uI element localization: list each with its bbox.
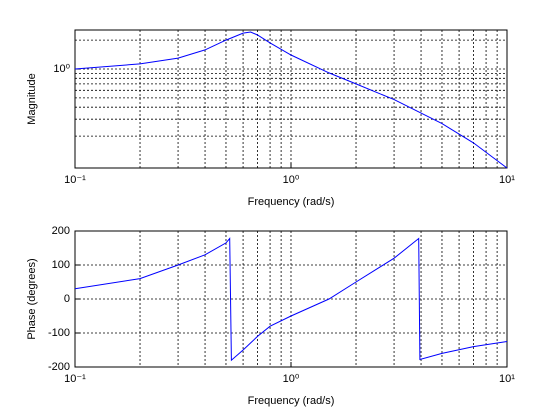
x-tick-label: 10⁻¹ bbox=[64, 373, 86, 385]
y-tick-label: 0 bbox=[64, 293, 70, 305]
x-tick-label: 10⁰ bbox=[283, 174, 300, 186]
y-axis-label: Phase (degrees) bbox=[26, 258, 38, 339]
x-tick-label: 10¹ bbox=[499, 373, 515, 385]
y-tick-label: 200 bbox=[52, 225, 70, 237]
axes-box bbox=[74, 230, 508, 368]
data-line bbox=[74, 237, 508, 362]
y-tick-label: -100 bbox=[48, 327, 70, 339]
x-tick-label: 10⁰ bbox=[283, 373, 300, 385]
y-axis-label: Magnitude bbox=[26, 73, 38, 124]
x-tick-label: 10¹ bbox=[499, 174, 515, 186]
x-axis-label: Frequency (rad/s) bbox=[248, 196, 335, 208]
axes-box bbox=[74, 29, 508, 169]
x-axis-label: Frequency (rad/s) bbox=[248, 395, 335, 407]
x-tick-label: 10⁻¹ bbox=[64, 174, 86, 186]
y-tick-label: 100 bbox=[52, 259, 70, 271]
y-tick-label: -200 bbox=[48, 361, 70, 373]
y-tick-label: 10⁰ bbox=[53, 63, 70, 75]
data-line bbox=[74, 31, 508, 169]
